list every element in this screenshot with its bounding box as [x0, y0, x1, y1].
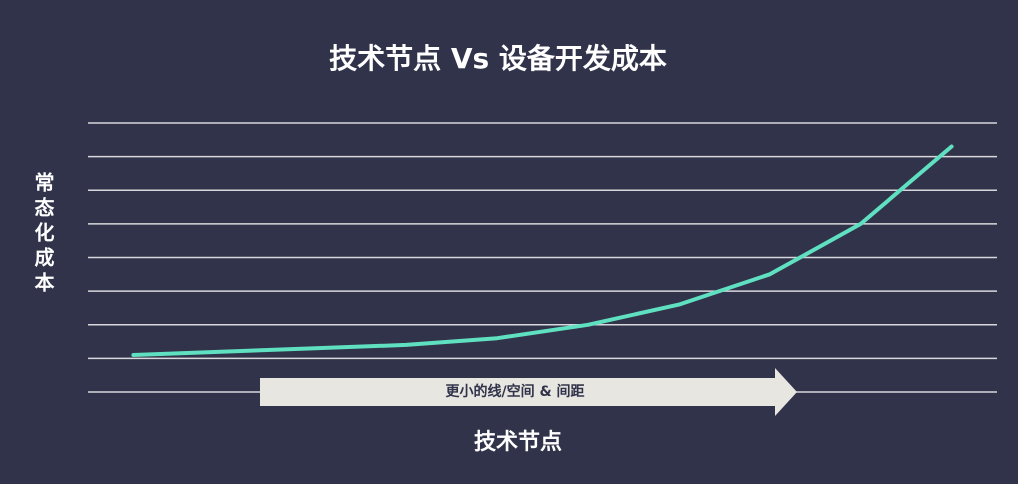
line — [131, 144, 954, 357]
grid — [88, 122, 997, 393]
x-axis-label: 技术节点 — [474, 429, 562, 455]
y-axis-label: 常态化成本 — [31, 172, 55, 297]
chart-title: 技术节点 Vs 设备开发成本 — [329, 42, 667, 75]
arrow — [260, 368, 797, 416]
annotation: 更小的线/空间 & 间距 — [445, 383, 584, 400]
